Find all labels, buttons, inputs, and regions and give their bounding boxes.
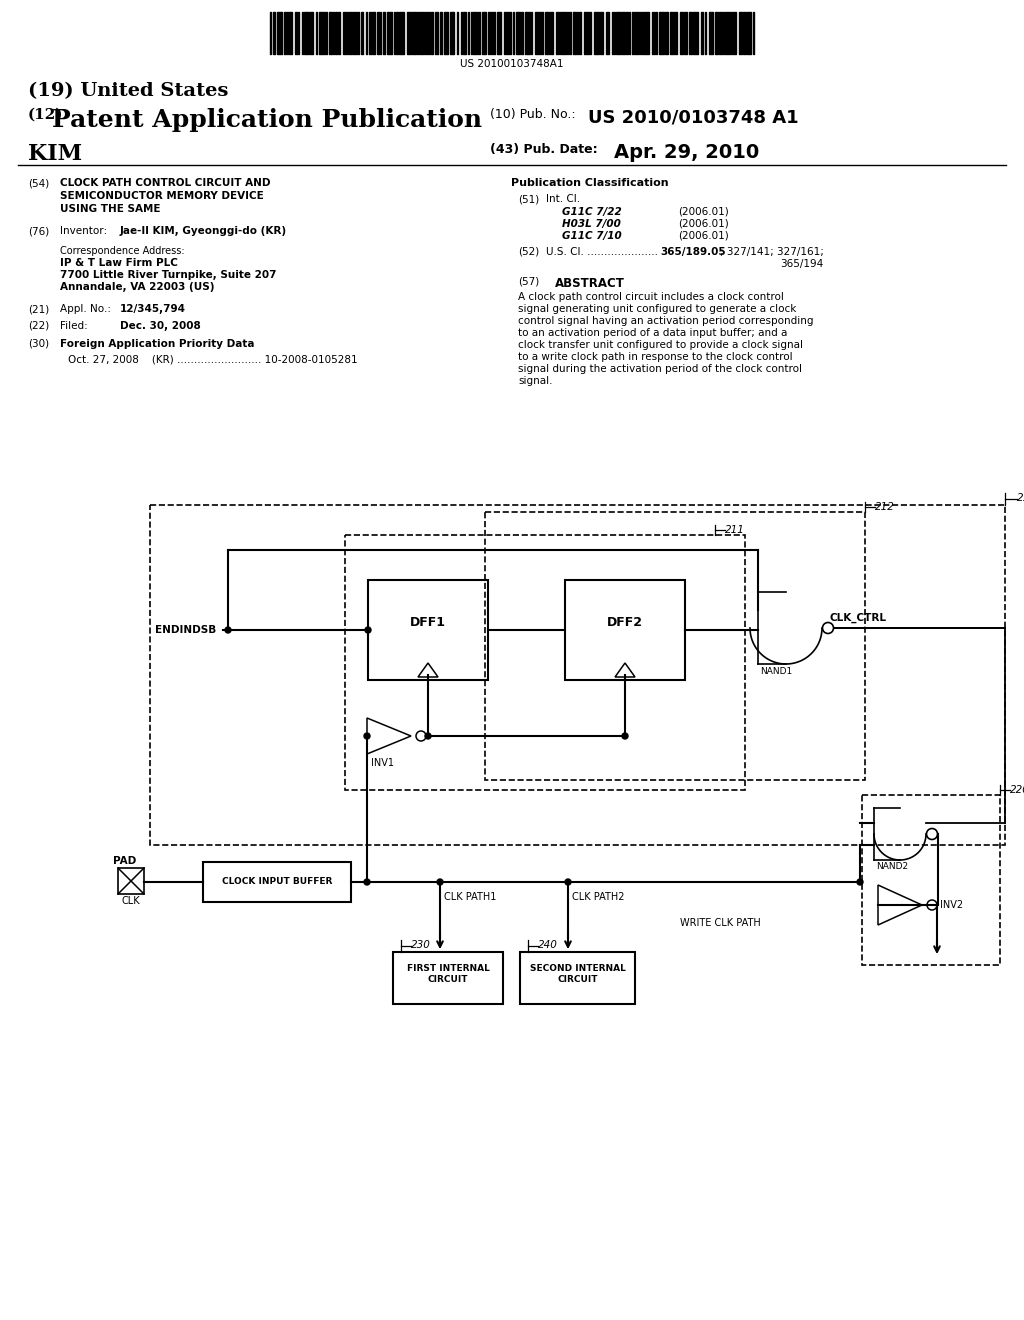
Text: NAND1: NAND1 bbox=[760, 667, 793, 676]
Text: USING THE SAME: USING THE SAME bbox=[60, 205, 161, 214]
Text: (30): (30) bbox=[28, 339, 49, 348]
Text: (76): (76) bbox=[28, 226, 49, 236]
Text: INV2: INV2 bbox=[940, 900, 964, 909]
Circle shape bbox=[857, 879, 863, 884]
Text: (43) Pub. Date:: (43) Pub. Date: bbox=[490, 143, 598, 156]
Text: (2006.01): (2006.01) bbox=[678, 219, 729, 228]
Circle shape bbox=[565, 879, 571, 884]
Text: (22): (22) bbox=[28, 321, 49, 331]
Circle shape bbox=[437, 879, 443, 884]
Text: Oct. 27, 2008    (KR) ......................... 10-2008-0105281: Oct. 27, 2008 (KR) .....................… bbox=[68, 354, 357, 364]
Bar bbox=[862, 795, 1000, 965]
Text: CLK PATH1: CLK PATH1 bbox=[444, 892, 497, 902]
Bar bbox=[485, 512, 865, 780]
Text: Correspondence Address:: Correspondence Address: bbox=[60, 246, 184, 256]
Text: signal.: signal. bbox=[518, 376, 553, 385]
Text: control signal having an activation period corresponding: control signal having an activation peri… bbox=[518, 315, 813, 326]
Text: Filed:: Filed: bbox=[60, 321, 88, 331]
Text: US 2010/0103748 A1: US 2010/0103748 A1 bbox=[588, 108, 799, 125]
Text: FIRST INTERNAL
CIRCUIT: FIRST INTERNAL CIRCUIT bbox=[407, 965, 489, 983]
Text: Patent Application Publication: Patent Application Publication bbox=[52, 108, 482, 132]
Circle shape bbox=[365, 627, 371, 634]
Text: 212: 212 bbox=[874, 502, 895, 512]
Circle shape bbox=[425, 733, 431, 739]
Text: (54): (54) bbox=[28, 178, 49, 187]
Text: (2006.01): (2006.01) bbox=[678, 231, 729, 242]
Text: IP & T Law Firm PLC: IP & T Law Firm PLC bbox=[60, 257, 178, 268]
Bar bbox=[150, 506, 1005, 845]
Text: WRITE CLK PATH: WRITE CLK PATH bbox=[680, 917, 761, 928]
Text: (10) Pub. No.:: (10) Pub. No.: bbox=[490, 108, 575, 121]
Bar bbox=[118, 869, 144, 894]
Text: Apr. 29, 2010: Apr. 29, 2010 bbox=[614, 143, 759, 162]
Text: 220: 220 bbox=[1010, 785, 1024, 795]
Text: Int. Cl.: Int. Cl. bbox=[546, 194, 581, 205]
Text: (2006.01): (2006.01) bbox=[678, 207, 729, 216]
Text: Inventor:: Inventor: bbox=[60, 226, 108, 236]
Bar bbox=[565, 579, 685, 680]
Text: Jae-Il KIM, Gyeonggi-do (KR): Jae-Il KIM, Gyeonggi-do (KR) bbox=[120, 226, 287, 236]
Text: SEMICONDUCTOR MEMORY DEVICE: SEMICONDUCTOR MEMORY DEVICE bbox=[60, 191, 264, 201]
Bar bbox=[393, 952, 503, 1005]
Text: DFF1: DFF1 bbox=[410, 615, 446, 628]
Text: 365/194: 365/194 bbox=[780, 259, 823, 269]
Text: (12): (12) bbox=[28, 108, 63, 121]
Text: ; 327/141; 327/161;: ; 327/141; 327/161; bbox=[720, 247, 824, 257]
Text: CLK: CLK bbox=[122, 896, 140, 906]
Text: KIM: KIM bbox=[28, 143, 82, 165]
Text: to an activation period of a data input buffer; and a: to an activation period of a data input … bbox=[518, 327, 787, 338]
Text: (51): (51) bbox=[518, 194, 540, 205]
Text: 12/345,794: 12/345,794 bbox=[120, 304, 186, 314]
Text: Appl. No.:: Appl. No.: bbox=[60, 304, 111, 314]
Circle shape bbox=[364, 733, 370, 739]
Text: signal during the activation period of the clock control: signal during the activation period of t… bbox=[518, 364, 802, 374]
Circle shape bbox=[364, 879, 370, 884]
Text: DFF2: DFF2 bbox=[607, 615, 643, 628]
Bar bbox=[203, 862, 351, 902]
Text: CLK_CTRL: CLK_CTRL bbox=[830, 612, 887, 623]
Text: CLOCK INPUT BUFFER: CLOCK INPUT BUFFER bbox=[222, 878, 332, 887]
Bar bbox=[520, 952, 635, 1005]
Text: ABSTRACT: ABSTRACT bbox=[555, 277, 625, 290]
Text: (52): (52) bbox=[518, 247, 540, 257]
Text: to a write clock path in response to the clock control: to a write clock path in response to the… bbox=[518, 352, 793, 362]
Text: CLOCK PATH CONTROL CIRCUIT AND: CLOCK PATH CONTROL CIRCUIT AND bbox=[60, 178, 270, 187]
Text: NAND2: NAND2 bbox=[876, 862, 908, 871]
Text: 211: 211 bbox=[725, 525, 744, 535]
Text: 210: 210 bbox=[1017, 492, 1024, 503]
Text: CLK PATH2: CLK PATH2 bbox=[572, 892, 625, 902]
Text: INV1: INV1 bbox=[371, 758, 394, 768]
Text: (19) United States: (19) United States bbox=[28, 82, 228, 100]
Text: U.S. Cl. .....................: U.S. Cl. ..................... bbox=[546, 247, 658, 257]
Text: Annandale, VA 22003 (US): Annandale, VA 22003 (US) bbox=[60, 282, 214, 292]
Text: SECOND INTERNAL
CIRCUIT: SECOND INTERNAL CIRCUIT bbox=[529, 965, 626, 983]
Text: clock transfer unit configured to provide a clock signal: clock transfer unit configured to provid… bbox=[518, 341, 803, 350]
Text: Foreign Application Priority Data: Foreign Application Priority Data bbox=[60, 339, 255, 348]
Text: PAD: PAD bbox=[113, 855, 136, 866]
Text: G11C 7/22: G11C 7/22 bbox=[562, 207, 622, 216]
Text: A clock path control circuit includes a clock control: A clock path control circuit includes a … bbox=[518, 292, 784, 302]
Circle shape bbox=[225, 627, 231, 634]
Text: 365/189.05: 365/189.05 bbox=[660, 247, 726, 257]
Bar bbox=[345, 535, 745, 789]
Text: 230: 230 bbox=[411, 940, 431, 950]
Text: signal generating unit configured to generate a clock: signal generating unit configured to gen… bbox=[518, 304, 797, 314]
Text: (21): (21) bbox=[28, 304, 49, 314]
Text: H03L 7/00: H03L 7/00 bbox=[562, 219, 621, 228]
Text: US 20100103748A1: US 20100103748A1 bbox=[460, 59, 564, 69]
Text: G11C 7/10: G11C 7/10 bbox=[562, 231, 622, 242]
Circle shape bbox=[622, 733, 628, 739]
Text: Publication Classification: Publication Classification bbox=[511, 178, 669, 187]
Text: Dec. 30, 2008: Dec. 30, 2008 bbox=[120, 321, 201, 331]
Text: 7700 Little River Turnpike, Suite 207: 7700 Little River Turnpike, Suite 207 bbox=[60, 271, 276, 280]
Text: 240: 240 bbox=[538, 940, 558, 950]
Text: (57): (57) bbox=[518, 277, 540, 286]
Text: ENDINDSB: ENDINDSB bbox=[155, 624, 216, 635]
Bar bbox=[368, 579, 488, 680]
